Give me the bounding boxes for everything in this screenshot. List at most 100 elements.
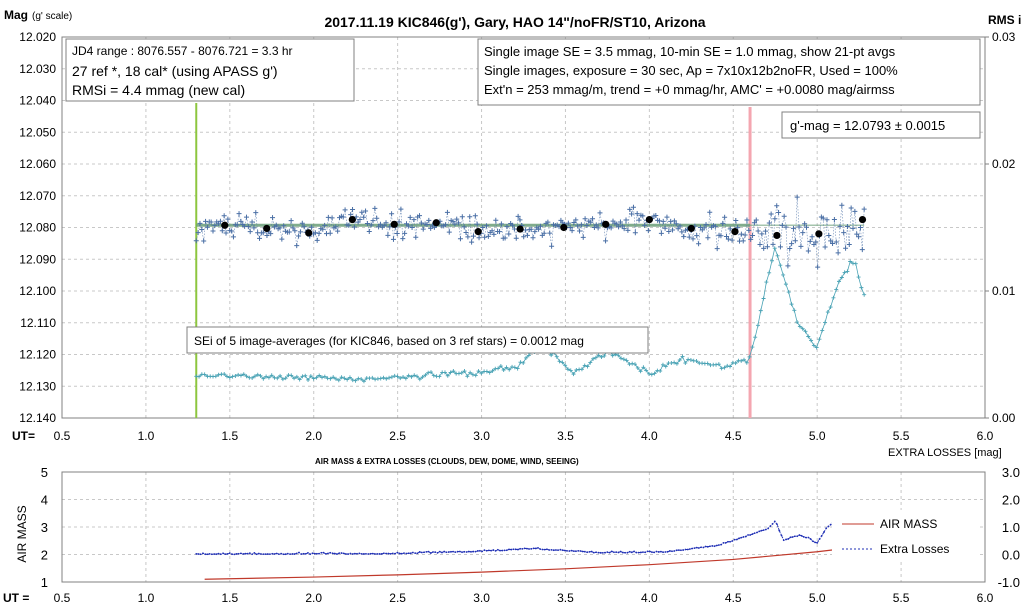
single-image-point — [837, 223, 843, 229]
lower-y2-tick-label: 1.0 — [1002, 520, 1020, 535]
single-image-point — [619, 223, 625, 229]
rms-point — [781, 272, 786, 277]
lower-y-tick-label: 4 — [41, 493, 48, 508]
single-image-point — [474, 221, 480, 227]
extra-losses-point — [403, 552, 405, 554]
rms-point — [786, 290, 791, 295]
single-image-point — [857, 225, 863, 231]
single-image-point — [558, 217, 564, 223]
rms-point — [504, 365, 509, 370]
extra-losses-point — [702, 546, 705, 549]
single-image-point — [575, 223, 581, 229]
rms-point — [565, 367, 570, 372]
single-image-point — [212, 222, 218, 228]
extra-losses-point — [322, 551, 325, 554]
extra-losses-point — [338, 552, 341, 555]
extra-losses-point — [226, 553, 229, 555]
single-image-point — [828, 238, 834, 244]
rms-point — [633, 362, 638, 367]
rms-point — [638, 369, 643, 374]
single-image-point — [629, 211, 635, 217]
average-point — [687, 224, 695, 233]
single-image-point — [387, 224, 393, 230]
rms-point — [674, 361, 679, 366]
single-image-point — [513, 235, 519, 241]
extra-losses-point — [391, 552, 394, 555]
single-image-point — [521, 234, 527, 240]
single-image-point — [253, 210, 259, 216]
extra-losses-point — [773, 520, 776, 523]
extra-losses-point — [756, 531, 758, 534]
extra-losses-point — [432, 551, 434, 553]
extra-losses-point — [811, 540, 814, 543]
single-image-point — [597, 210, 603, 216]
single-image-point — [288, 218, 294, 224]
average-point — [305, 229, 313, 237]
single-image-point — [582, 216, 588, 222]
extra-losses-point — [441, 551, 443, 554]
extra-losses-point — [548, 549, 551, 551]
single-image-point — [204, 224, 210, 230]
single-image-point — [506, 231, 512, 237]
extra-losses-point — [418, 551, 421, 553]
single-image-point — [221, 213, 227, 219]
rms-point — [406, 373, 411, 378]
extra-losses-point — [680, 549, 682, 552]
extra-losses-point — [700, 546, 703, 549]
extra-losses-point — [479, 549, 481, 552]
extra-losses-point — [414, 552, 417, 555]
rms-point — [669, 361, 674, 366]
single-image-point — [725, 236, 731, 242]
single-image-trace — [195, 197, 865, 268]
left-axis-label-main: Mag — [4, 8, 28, 22]
single-image-point — [759, 231, 765, 237]
single-image-point — [616, 224, 622, 230]
rms-point — [775, 253, 780, 258]
single-image-point — [491, 231, 497, 237]
average-point — [221, 221, 229, 229]
rms-point — [417, 377, 422, 382]
extra-losses-point — [204, 553, 207, 556]
rms-point — [423, 373, 428, 378]
extra-losses-point — [599, 551, 602, 554]
extra-losses-point — [231, 553, 233, 556]
single-image-point — [195, 230, 201, 236]
extra-losses-point — [704, 545, 707, 548]
rms-point — [800, 326, 805, 331]
info-extinction: Ext'n = 253 mmag/m, trend = +0 mmag/hr, … — [484, 82, 895, 97]
single-image-point — [787, 245, 793, 251]
single-image-point — [459, 214, 465, 220]
rms-point — [361, 379, 366, 384]
rms-point — [797, 324, 802, 329]
extra-losses-point — [722, 541, 725, 544]
single-image-point — [614, 221, 620, 227]
lower-y2-tick-label: 2.0 — [1002, 493, 1020, 508]
extra-losses-point — [496, 548, 499, 551]
rms-point — [750, 345, 755, 350]
extra-losses-point — [601, 551, 604, 554]
average-point — [390, 220, 398, 228]
extra-losses-point — [561, 549, 564, 552]
extra-losses-point — [586, 551, 589, 554]
extra-losses-point — [677, 549, 680, 552]
single-image-point — [351, 224, 357, 230]
extra-losses-point — [467, 550, 470, 553]
rms-point — [518, 360, 523, 365]
upper-y-tick-label: 12.120 — [19, 348, 56, 362]
extra-losses-point — [508, 548, 510, 551]
single-image-point — [372, 205, 378, 211]
rms-point — [856, 275, 861, 280]
extra-losses-point — [642, 551, 644, 554]
single-image-point — [193, 238, 199, 244]
single-image-point — [666, 229, 672, 235]
single-image-point — [493, 217, 499, 223]
lower-y2-tick-label: -1.0 — [998, 575, 1020, 590]
single-image-point — [443, 222, 449, 228]
single-image-point — [800, 230, 806, 236]
extra-losses-point — [445, 551, 448, 554]
upper-y-ticks: 12.020 12.030 12.040 12.050 12.060 12.070 12.0… — [19, 30, 56, 425]
extra-losses-point — [443, 550, 446, 553]
single-image-point — [783, 224, 789, 230]
single-image-point — [409, 224, 415, 230]
